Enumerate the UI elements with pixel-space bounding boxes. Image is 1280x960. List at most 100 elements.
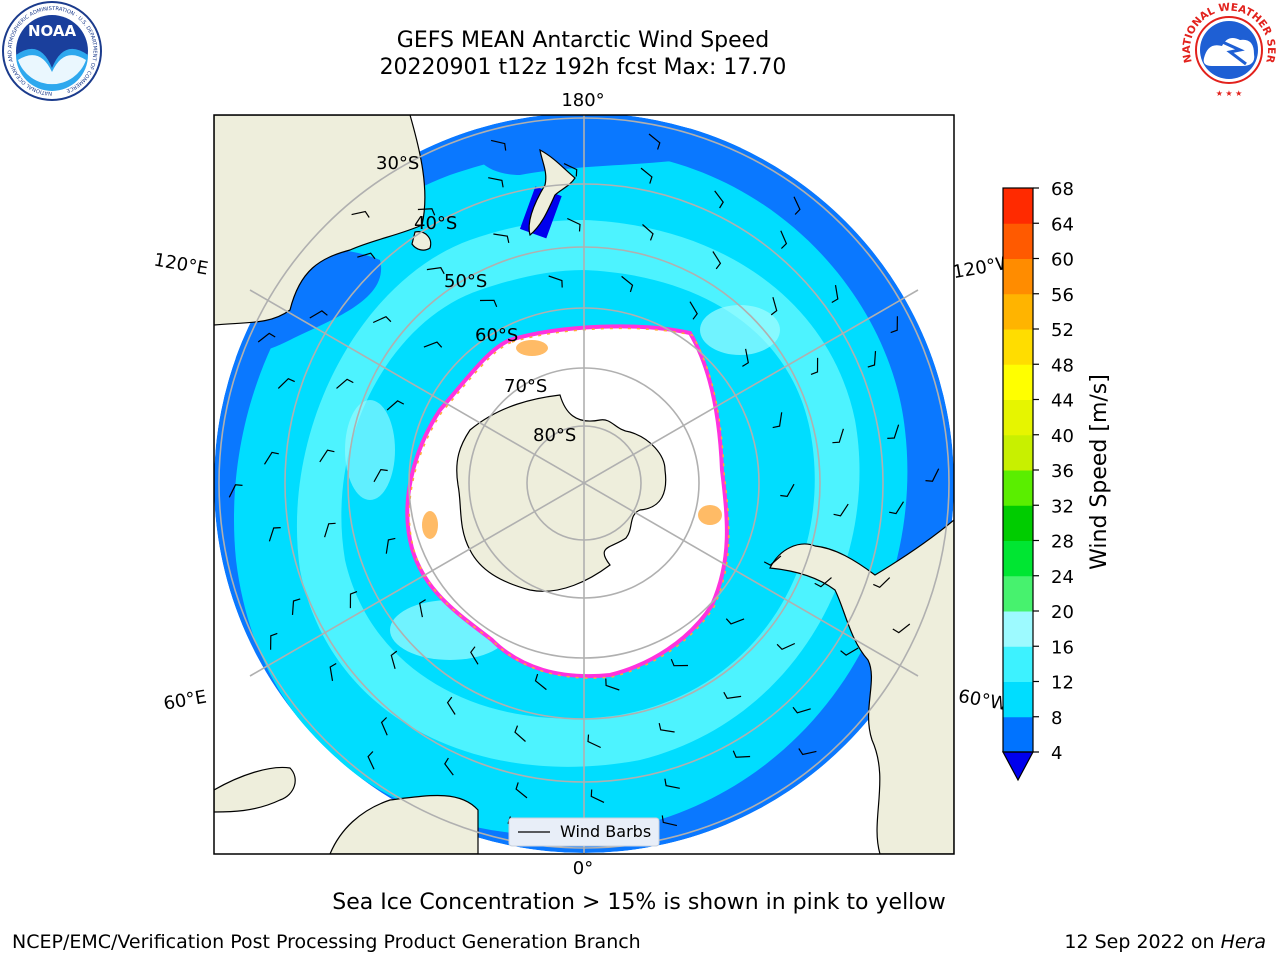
colorbar-tick-label: 4 <box>1051 743 1062 764</box>
wind-barb <box>444 757 454 776</box>
wind-barb <box>567 217 581 232</box>
nws-logo: NATIONAL WEATHER SERVICE ★ ★ ★ <box>1178 0 1277 98</box>
wind-barb <box>712 251 722 270</box>
wind-barb <box>840 647 859 656</box>
wind-barb <box>890 316 898 334</box>
colorbar-segment <box>1003 258 1033 295</box>
wind-barb <box>270 632 278 650</box>
wind-barb <box>889 501 905 515</box>
colorbar-segment <box>1003 293 1033 330</box>
lon-label-lower-right: 60°W <box>957 686 1010 715</box>
footer-date: 12 Sep 2022 on Hera <box>1064 931 1266 953</box>
wind-barb <box>590 789 605 803</box>
wind-barb <box>319 449 335 463</box>
wind-barb <box>742 348 749 367</box>
colorbar-tick-label: 52 <box>1051 320 1074 341</box>
wind-barb <box>605 678 620 691</box>
colorbar-segment <box>1003 223 1033 259</box>
wind-barb <box>621 275 634 293</box>
wind-barb <box>423 341 443 348</box>
lon-label-lower-left: 60°E <box>162 686 208 714</box>
wind-barb <box>725 618 745 625</box>
colorbar-tick-label: 48 <box>1051 355 1074 376</box>
wind-barb <box>419 599 426 618</box>
land-masses <box>214 115 954 854</box>
wind-barb <box>257 332 276 343</box>
wind-barb <box>664 778 680 789</box>
wind-barb <box>291 598 301 615</box>
colorbar-segment <box>1003 646 1033 682</box>
wind-barb <box>723 691 742 699</box>
colorbar-segment <box>1003 505 1033 541</box>
colorbar-tick-label: 24 <box>1051 567 1074 588</box>
wind-barb <box>833 503 849 517</box>
wind-barb <box>887 424 900 439</box>
wind-barb <box>640 167 653 184</box>
wind-barb <box>563 163 578 177</box>
colorbar-tick-label: 68 <box>1051 179 1074 200</box>
wind-barb <box>798 748 817 756</box>
colorbar-tick-label: 60 <box>1051 250 1074 271</box>
wind-barb <box>514 725 526 742</box>
wind-barb <box>763 555 782 566</box>
colorbar-segment <box>1003 575 1033 612</box>
colorbar-segment <box>1003 716 1033 753</box>
colorbar-segment <box>1003 470 1033 506</box>
wind-barb <box>714 190 724 209</box>
caption: Sea Ice Concentration > 15% is shown in … <box>332 890 946 915</box>
wind-barb <box>548 275 563 288</box>
wind-barb <box>324 522 336 538</box>
colorbar-segment <box>1003 540 1033 577</box>
wind-barbs <box>228 133 940 833</box>
wind-barb <box>309 310 328 319</box>
wind-barb <box>832 428 844 444</box>
wind-barb <box>661 815 678 827</box>
wind-barb <box>793 196 801 215</box>
lat-label-60s: 60°S <box>475 325 518 346</box>
wind-barb <box>372 315 392 324</box>
title-line-2: 20220901 t12z 192h fcst Max: 17.70 <box>379 55 787 80</box>
wind-barb <box>732 750 751 758</box>
wind-barb <box>831 285 839 304</box>
footer-credit: NCEP/EMC/Verification Post Processing Pr… <box>12 931 641 953</box>
wind-barb <box>810 357 819 375</box>
colorbar-segment <box>1003 364 1033 400</box>
colorbar-label: Wind Speed [m/s] <box>1087 374 1112 570</box>
map-legend: Wind Barbs <box>508 817 660 847</box>
wind-barb <box>357 252 376 260</box>
wind-barb <box>349 591 358 609</box>
wind-barb <box>373 468 388 483</box>
lat-label-80s: 80°S <box>533 425 576 446</box>
wind-barb <box>534 673 547 691</box>
wind-barb <box>336 378 354 389</box>
wind-barb <box>380 717 388 736</box>
wind-barb <box>873 577 891 589</box>
title-line-1: GEFS MEAN Antarctic Wind Speed <box>396 28 770 53</box>
wind-barb <box>770 297 778 316</box>
colorbar-segment <box>1003 681 1033 718</box>
wind-barb <box>351 210 370 218</box>
colorbar-segment <box>1003 329 1033 365</box>
lat-label-30s: 30°S <box>376 153 419 174</box>
colorbar-tick-label: 28 <box>1051 532 1074 553</box>
wind-barb <box>776 642 796 651</box>
wind-barb <box>670 658 689 667</box>
wind-barb <box>386 400 405 411</box>
meridians <box>249 115 919 854</box>
wind-barb <box>515 782 528 799</box>
wind-barb <box>479 299 498 308</box>
wind-barb <box>385 537 396 554</box>
wind-barb <box>642 224 654 241</box>
lon-label-upper-left: 120°E <box>152 249 210 279</box>
colorbar-tick-label: 8 <box>1051 708 1062 729</box>
wind-barb <box>417 208 436 216</box>
wind-barb <box>658 722 675 733</box>
wind-barb <box>446 696 456 715</box>
lat-label-40s: 40°S <box>414 213 457 234</box>
wind-barb <box>925 468 940 482</box>
wind-barb <box>587 734 601 749</box>
wind-barb <box>228 484 243 498</box>
lon-label-top: 180° <box>561 90 604 111</box>
map-frame <box>213 114 955 855</box>
